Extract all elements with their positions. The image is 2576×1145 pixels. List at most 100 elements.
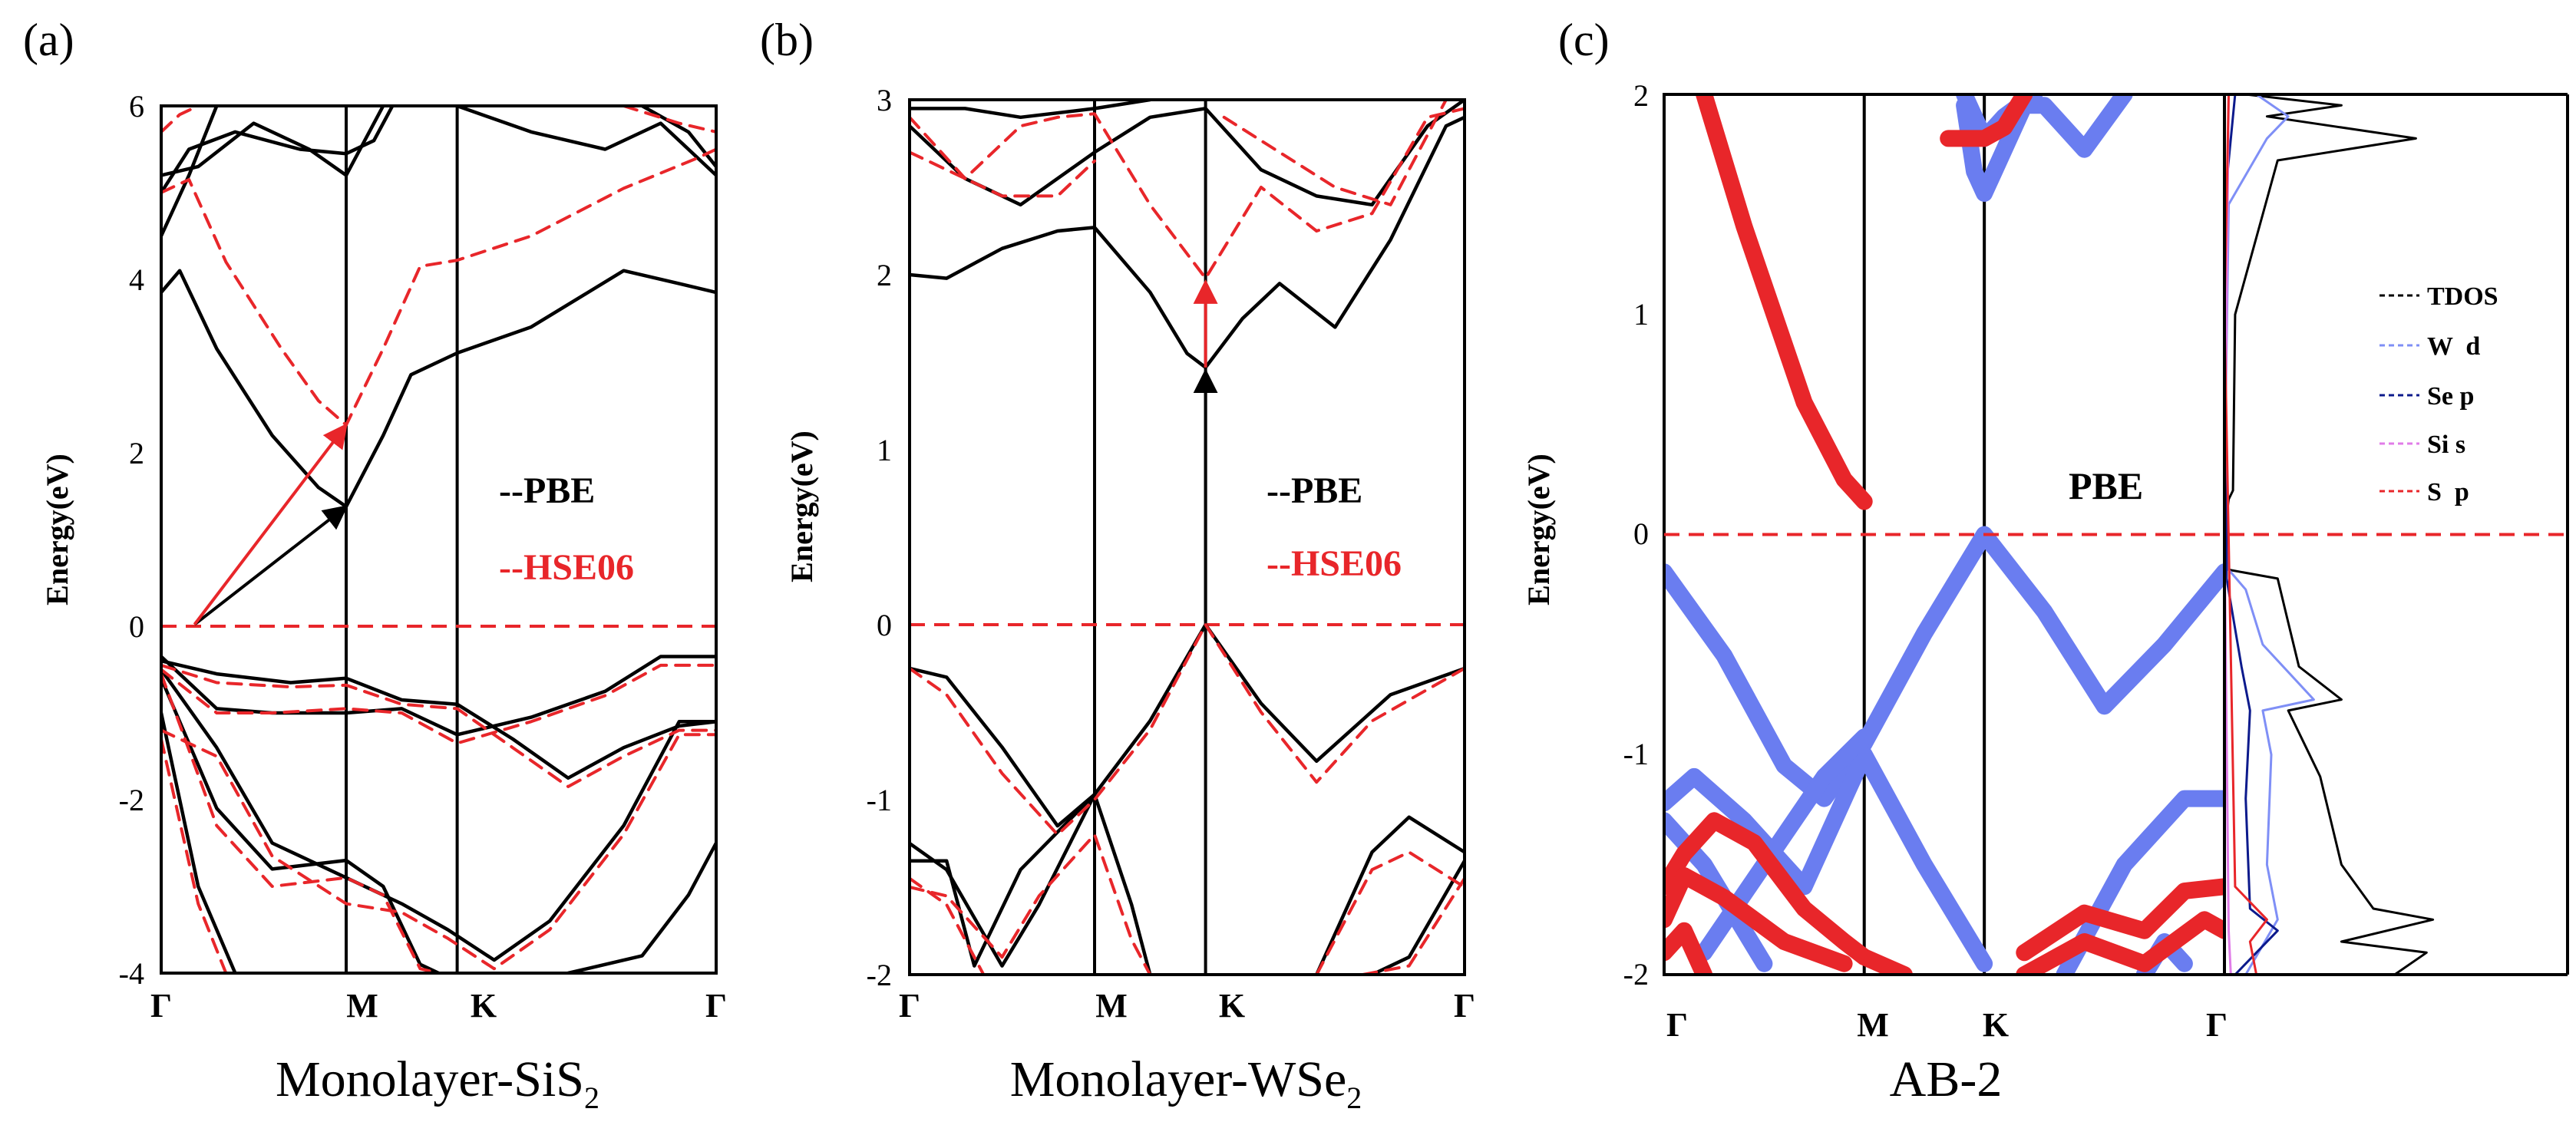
band-line-pbe [161,106,395,195]
legend-wd: W d [2427,332,2480,361]
band-line-pbe [566,841,716,973]
band-line-wse2-bands-w-d- [1664,526,2224,807]
panel-label: (c) [1558,15,1610,65]
plot-area-a [161,106,716,973]
k-label-k: K [1219,987,1245,1025]
plot-frame [160,104,718,975]
y-tick-label: -2 [119,783,144,817]
band-line-hse06 [161,672,441,973]
bottom-title: Monolayer-WSe2 [1010,1051,1362,1115]
k-point-labels: Γ M K Γ [899,987,1475,1025]
legend-pbe: --PBE [499,470,595,511]
y-tick-label: 3 [877,83,892,117]
y-tick-label: 1 [1633,297,1649,332]
band-line-hse06 [161,663,716,788]
k-label-m: M [346,987,378,1025]
legend-hse06: --HSE06 [499,547,634,588]
y-tick-labels: 3 2 1 0 -1 -2 [867,83,892,992]
band-line-sis2-bands-s-p- [1696,94,1873,510]
band-line-hse06 [161,737,228,973]
plot-area-b [910,100,1465,975]
band-line-hse06 [1361,876,1465,975]
band-line-pbe [161,269,716,509]
panel-a-monolayer-sis2: (a) Energy(eV) 6 4 2 0 -2 -4 Γ M K Γ --P… [23,15,727,1115]
k-label-m: M [1857,1006,1889,1044]
y-tick-label: -4 [119,956,144,991]
plot-area-c [1664,94,2224,975]
band-line-hse06 [1222,100,1448,206]
band-line-sis2-bands-s-p- [1664,812,1913,975]
bottom-title-main: Monolayer-SiS [276,1051,584,1107]
k-label-m: M [1095,987,1128,1025]
legend-hse06: --HSE06 [1267,543,1402,584]
dos-curve-tdos [2223,93,2435,976]
bottom-title: Monolayer-SiS2 [276,1051,599,1115]
y-tick-label: -1 [867,783,892,817]
y-tick-labels: 6 4 2 0 -2 -4 [119,89,144,991]
band-line-sis2-bands-s-p- [1664,867,1853,972]
bottom-title-sub: 2 [1346,1081,1362,1115]
band-line-pbe [161,676,441,973]
band-line-pbe [161,668,716,962]
band-line-pbe [161,655,716,737]
panel-label: (b) [760,15,814,65]
band-line-sis2-bands-s-p- [1664,922,1713,975]
y-tick-labels: 2 1 0 -1 -2 [1623,78,1649,992]
dos-curve-si-s [2223,94,2232,975]
band-line-pbe [910,792,1097,968]
k-label-gamma: Γ [1666,1006,1688,1044]
bottom-title-sub: 2 [584,1081,599,1115]
panel-c-ab2: (c) Energy(eV) 2 1 0 -1 -2 Γ M K Γ PBE T… [1521,15,2569,1107]
band-line-hse06 [910,876,986,975]
k-label-gamma-end: Γ [705,987,727,1025]
dos-legend: TDOS W d Se p Si s S p [2379,282,2498,507]
band-line-hse06 [161,106,200,134]
y-tick-label: 0 [129,609,144,644]
band-line-pbe [910,792,1152,975]
band-line-sis2-bands-s-p- [2016,911,2224,975]
k-point-labels: Γ M K Γ [150,987,727,1025]
y-tick-label: 2 [1633,78,1649,113]
k-point-labels: Γ M K Γ [1666,1006,2228,1044]
band-line-pbe [910,100,1152,120]
band-line-pbe [910,622,1465,828]
band-line-wse2-bands-w-d- [1664,812,1773,972]
band-line-pbe [455,106,716,177]
dos-curve-w-d [2223,93,2315,975]
band-line-hse06 [161,663,716,745]
k-label-k: K [471,987,497,1025]
band-line-hse06 [1315,850,1465,975]
transition-arrow [193,505,348,626]
legend-sp: S p [2427,478,2469,507]
band-line-sis2-bands-s-p- [2016,878,2224,962]
bottom-title-main: Monolayer-WSe [1010,1051,1347,1107]
legend-sep: Se p [2427,382,2474,411]
legend-pbe: --PBE [1267,470,1362,511]
k-label-gamma: Γ [899,987,920,1025]
band-line-hse06 [161,147,716,427]
band-line-pbe [161,711,237,973]
k-label-gamma-end: Γ [1454,987,1475,1025]
bottom-title: AB-2 [1890,1051,2003,1107]
inside-label-pbe: PBE [2069,464,2143,507]
y-axis-label: Energy(eV) [40,454,74,605]
band-line-hse06 [161,728,716,971]
band-line-pbe [910,115,1465,370]
transition-arrow [193,423,348,625]
y-tick-label: -2 [867,958,892,992]
y-tick-label: 1 [877,433,892,467]
legend-tdos: TDOS [2427,282,2498,311]
band-line-pbe [161,106,219,238]
y-tick-label: 0 [877,608,892,642]
y-tick-label: 4 [129,262,144,297]
panel-label: (a) [23,15,74,65]
band-line-wse2-bands-w-d- [1956,94,2133,202]
band-line-pbe [161,658,716,780]
y-tick-label: 2 [129,436,144,470]
k-label-gamma: Γ [150,987,172,1025]
panel-b-monolayer-wse2: (b) Energy(eV) 3 2 1 0 -1 -2 Γ M K Γ --P… [760,15,1475,1115]
y-axis-label: Energy(eV) [784,431,819,582]
legend-sis: Si s [2427,431,2465,459]
band-line-hse06 [910,833,1152,975]
